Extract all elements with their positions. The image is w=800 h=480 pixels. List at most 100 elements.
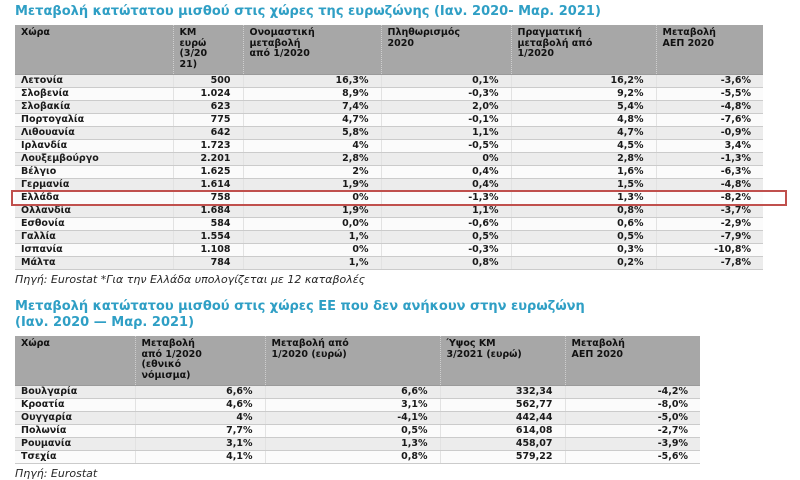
value-cell: 1,1%	[381, 204, 512, 218]
value-cell: -0,3%	[381, 243, 512, 257]
value-cell: -2,9%	[656, 217, 763, 231]
value-cell: 2.201	[173, 152, 244, 166]
country-cell: Βέλγιο	[15, 165, 174, 179]
value-cell: 0,1%	[381, 74, 512, 88]
value-cell: 2%	[243, 165, 382, 179]
value-cell: 8,9%	[243, 87, 382, 101]
column-header: Πραγματική μεταβολή από 1/2020	[511, 25, 657, 75]
table-row: Ουγγαρία 4% -4,1% 442,44 -5,0%	[15, 411, 700, 425]
table-row: Ιρλανδία 1.723 4% -0,5% 4,5% 3,4%	[15, 139, 763, 153]
country-cell: Πολωνία	[15, 424, 136, 438]
value-cell: -5,0%	[565, 411, 700, 425]
value-cell: -4,1%	[265, 411, 441, 425]
table-row: Βέλγιο 1.625 2% 0,4% 1,6% -6,3%	[15, 165, 763, 179]
value-cell: 0%	[243, 243, 382, 257]
value-cell: 0,8%	[511, 204, 657, 218]
value-cell: 0%	[243, 191, 382, 205]
value-cell: -3,6%	[656, 74, 763, 88]
value-cell: -4,8%	[656, 100, 763, 114]
value-cell: -4,2%	[565, 385, 700, 399]
non-eurozone-table-wrap: Χώρα Μεταβολή από 1/2020 (εθνικό νόμισμα)…	[15, 336, 800, 464]
country-cell: Ολλανδία	[15, 204, 174, 218]
value-cell: 1,9%	[243, 204, 382, 218]
eurozone-minimum-wage-table: Χώρα ΚΜ ευρώ (3/20 21) Ονομαστική μεταβολή…	[15, 25, 763, 270]
value-cell: 4,6%	[135, 398, 266, 412]
value-cell: -0,9%	[656, 126, 763, 140]
header-row: Χώρα ΚΜ ευρώ (3/20 21) Ονομαστική μεταβολή…	[15, 25, 763, 75]
value-cell: 1.108	[173, 243, 244, 257]
header-row: Χώρα Μεταβολή από 1/2020 (εθνικό νόμισμα)…	[15, 336, 700, 386]
value-cell: 1.723	[173, 139, 244, 153]
value-cell: 500	[173, 74, 244, 88]
table-row: Ελλάδα 758 0% -1,3% 1,3% -8,2%	[15, 191, 763, 205]
value-cell: -7,8%	[656, 256, 763, 270]
non-eurozone-table-title: Μεταβολή κατώτατου μισθού στις χώρες ΕΕ …	[15, 299, 800, 331]
table-row: Τσεχία 4,1% 0,8% 579,22 -5,6%	[15, 450, 700, 464]
value-cell: -3,7%	[656, 204, 763, 218]
column-header: Ύψος ΚΜ 3/2021 (ευρώ)	[440, 336, 566, 386]
value-cell: 0,3%	[511, 243, 657, 257]
value-cell: 1,5%	[511, 178, 657, 192]
value-cell: 3,1%	[135, 437, 266, 451]
table-row: Πολωνία 7,7% 0,5% 614,08 -2,7%	[15, 424, 700, 438]
value-cell: 1,1%	[381, 126, 512, 140]
value-cell: 9,2%	[511, 87, 657, 101]
non-eurozone-minimum-wage-table: Χώρα Μεταβολή από 1/2020 (εθνικό νόμισμα)…	[15, 336, 700, 464]
value-cell: 4,5%	[511, 139, 657, 153]
value-cell: 2,8%	[511, 152, 657, 166]
column-header: Χώρα	[15, 336, 136, 386]
column-header: Μεταβολή ΑΕΠ 2020	[565, 336, 700, 386]
country-cell: Ισπανία	[15, 243, 174, 257]
value-cell: 332,34	[440, 385, 566, 399]
value-cell: 1.554	[173, 230, 244, 244]
value-cell: -4,8%	[656, 178, 763, 192]
country-cell: Ρουμανία	[15, 437, 136, 451]
value-cell: 0,0%	[243, 217, 382, 231]
non-eurozone-title-line1: Μεταβολή κατώτατου μισθού στις χώρες ΕΕ …	[15, 299, 585, 314]
value-cell: 5,8%	[243, 126, 382, 140]
value-cell: 0,8%	[381, 256, 512, 270]
eurozone-table-wrap: Χώρα ΚΜ ευρώ (3/20 21) Ονομαστική μεταβολή…	[11, 25, 800, 270]
value-cell: 4,7%	[243, 113, 382, 127]
value-cell: -0,5%	[381, 139, 512, 153]
column-header: ΚΜ ευρώ (3/20 21)	[173, 25, 244, 75]
value-cell: 0,5%	[511, 230, 657, 244]
value-cell: -1,3%	[381, 191, 512, 205]
value-cell: 4%	[135, 411, 266, 425]
value-cell: 1.684	[173, 204, 244, 218]
value-cell: 5,4%	[511, 100, 657, 114]
column-header: Ονομαστική μεταβολή από 1/2020	[243, 25, 382, 75]
value-cell: -7,6%	[656, 113, 763, 127]
value-cell: -8,2%	[656, 191, 763, 205]
non-eurozone-title-line2: (Ιαν. 2020 — Μαρ. 2021)	[15, 315, 195, 330]
value-cell: 0,2%	[511, 256, 657, 270]
country-cell: Τσεχία	[15, 450, 136, 464]
value-cell: 0,6%	[511, 217, 657, 231]
value-cell: 775	[173, 113, 244, 127]
table-row: Ολλανδία 1.684 1,9% 1,1% 0,8% -3,7%	[15, 204, 763, 218]
table-row: Λιθουανία 642 5,8% 1,1% 4,7% -0,9%	[15, 126, 763, 140]
value-cell: 0,5%	[265, 424, 441, 438]
table-row: Λουξεμβούργο 2.201 2,8% 0% 2,8% -1,3%	[15, 152, 763, 166]
country-cell: Σλοβενία	[15, 87, 174, 101]
table-row: Γερμανία 1.614 1,9% 0,4% 1,5% -4,8%	[15, 178, 763, 192]
country-cell: Ιρλανδία	[15, 139, 174, 153]
table-row: Ισπανία 1.108 0% -0,3% 0,3% -10,8%	[15, 243, 763, 257]
value-cell: 16,3%	[243, 74, 382, 88]
value-cell: 1,9%	[243, 178, 382, 192]
column-header: Μεταβολή από 1/2020 (εθνικό νόμισμα)	[135, 336, 266, 386]
value-cell: 584	[173, 217, 244, 231]
value-cell: 6,6%	[265, 385, 441, 399]
table-row: Κροατία 4,6% 3,1% 562,77 -8,0%	[15, 398, 700, 412]
country-cell: Λετονία	[15, 74, 174, 88]
value-cell: 0%	[381, 152, 512, 166]
value-cell: -0,6%	[381, 217, 512, 231]
value-cell: 3,1%	[265, 398, 441, 412]
table-row: Πορτογαλία 775 4,7% -0,1% 4,8% -7,6%	[15, 113, 763, 127]
value-cell: -3,9%	[565, 437, 700, 451]
value-cell: 442,44	[440, 411, 566, 425]
value-cell: 7,4%	[243, 100, 382, 114]
column-header: Μεταβολή ΑΕΠ 2020	[656, 25, 763, 75]
country-cell: Μάλτα	[15, 256, 174, 270]
non-eurozone-table-footnote: Πηγή: Eurostat	[15, 467, 98, 480]
